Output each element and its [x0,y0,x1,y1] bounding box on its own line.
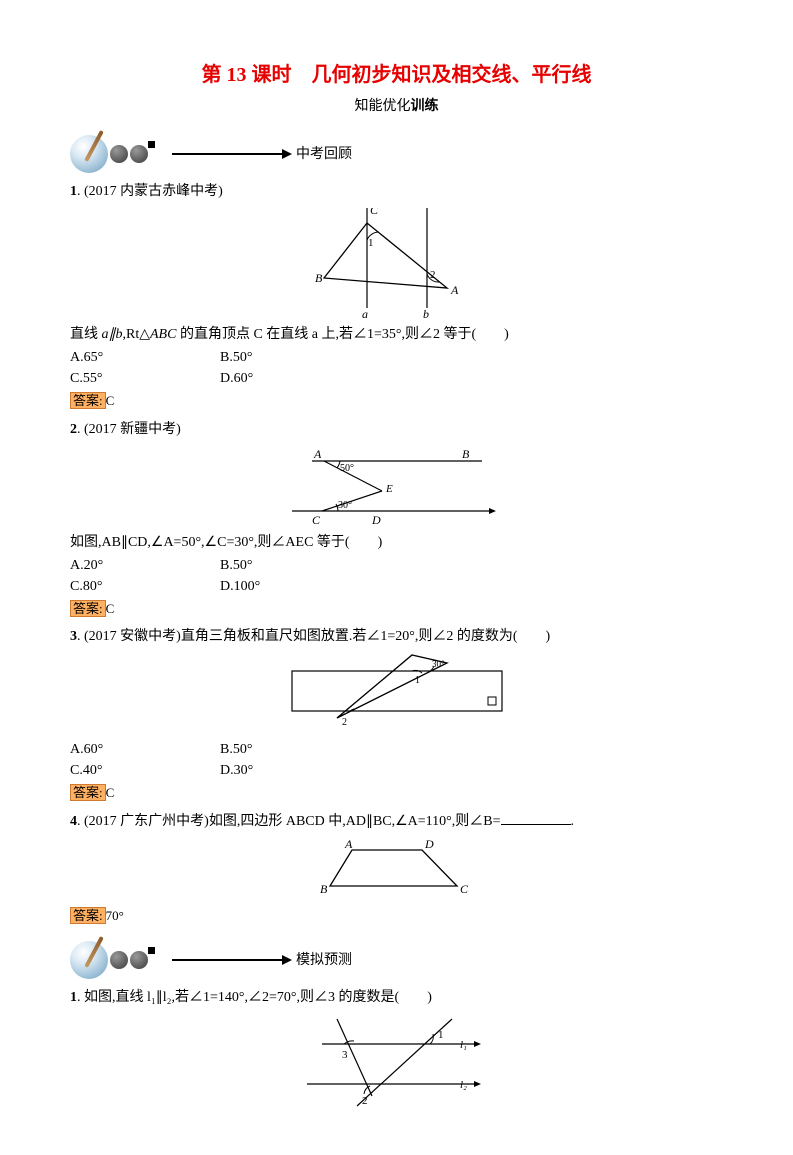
svg-text:C: C [460,882,469,896]
q2-options2: C.80° D.100° [70,576,723,597]
q2-opt-d: D.100° [220,576,420,597]
q1-opt-c: C.55° [70,368,220,389]
blank [501,811,571,825]
q2-num: 2 [70,422,77,437]
decor-dots [110,145,148,163]
answer-label: 答案: [70,392,106,409]
q4-source: (2017 广东广州中考) [84,814,209,829]
q3-opt-a: A.60° [70,739,220,760]
brush-icon [70,941,108,979]
section-bar-review: 中考回顾 [70,135,723,173]
brush-icon [70,135,108,173]
p1-stem: 如图,直线 l₁∥l₂,若∠1=140°,∠2=70°,则∠3 的度数是( ) [84,990,432,1005]
q1-num: 1 [70,184,77,199]
q2-opt-a: A.20° [70,555,220,576]
section-label: 模拟预测 [296,950,352,971]
q1-figure: C 1 B 2 A a b [70,208,723,318]
q2-answer-val: C [106,601,115,616]
q4-num: 4 [70,814,77,829]
svg-text:3: 3 [342,1049,348,1061]
question-1: 1. (2017 内蒙古赤峰中考) [70,181,723,202]
q3-answer-val: C [106,785,115,800]
q3-num: 3 [70,629,77,644]
q3-opt-b: B.50° [220,739,420,760]
svg-text:1: 1 [438,1029,444,1041]
q4-figure: A D B C [70,838,723,898]
section-label: 中考回顾 [296,144,352,165]
subtitle-light: 知能优化 [355,99,411,114]
svg-text:b: b [423,307,429,318]
answer-label: 答案: [70,600,106,617]
q2-opt-c: C.80° [70,576,220,597]
arrow-icon [282,955,292,965]
q3-options2: C.40° D.30° [70,760,723,781]
q3-source: (2017 安徽中考) [84,629,181,644]
q1-stem: 直线 a∥b,Rt△ABC 的直角顶点 C 在直线 a 上,若∠1=35°,则∠… [70,324,723,345]
page-subtitle: 知能优化训练 [70,96,723,117]
svg-text:2: 2 [342,717,347,728]
q1-source: (2017 内蒙古赤峰中考) [84,184,223,199]
q1-options2: C.55° D.60° [70,368,723,389]
answer-label: 答案: [70,784,106,801]
q3-figure: 1 30° 2 [70,653,723,733]
q3-options: A.60° B.50° [70,739,723,760]
q2-stem: 如图,AB∥CD,∠A=50°,∠C=30°,则∠AEC 等于( ) [70,532,723,553]
decor-dots [110,951,148,969]
subtitle-bold: 训练 [411,99,439,114]
svg-text:D: D [424,838,434,851]
q1-answer-val: C [106,393,115,408]
q2-source: (2017 新疆中考) [84,422,181,437]
q1-opt-a: A.65° [70,347,220,368]
arrow-icon [282,149,292,159]
q1-answer: 答案:C [70,391,114,411]
svg-text:50°: 50° [340,463,354,474]
p1-figure: 1 l₁ 3 2 l₂ [70,1014,723,1109]
svg-text:B: B [315,271,323,285]
svg-text:A: A [344,838,353,851]
svg-text:B: B [320,882,328,896]
q2-figure: A 50° B E C 30° D [70,446,723,526]
q3-opt-c: C.40° [70,760,220,781]
predict-1: 1. 如图,直线 l₁∥l₂,若∠1=140°,∠2=70°,则∠3 的度数是(… [70,987,723,1008]
svg-text:2: 2 [362,1095,368,1107]
decor-line [172,153,282,155]
svg-text:E: E [385,483,393,495]
answer-label: 答案: [70,907,106,924]
svg-text:D: D [371,513,381,526]
q1-opt-d: D.60° [220,368,420,389]
decor-line [172,959,282,961]
svg-text:30°: 30° [432,659,445,669]
question-4: 4. (2017 广东广州中考)如图,四边形 ABCD 中,AD∥BC,∠A=1… [70,811,723,832]
q4-answer-val: 70° [106,908,124,923]
svg-text:l₁: l₁ [460,1039,467,1051]
svg-text:C: C [370,208,379,217]
q2-answer: 答案:C [70,599,114,619]
q2-opt-b: B.50° [220,555,420,576]
p1-num: 1 [70,990,77,1005]
svg-text:2: 2 [430,269,436,281]
q1-options: A.65° B.50° [70,347,723,368]
svg-text:l₂: l₂ [460,1079,467,1091]
svg-text:C: C [312,513,321,526]
q1-opt-b: B.50° [220,347,420,368]
q3-opt-d: D.30° [220,760,420,781]
svg-text:30°: 30° [338,500,352,511]
section-bar-predict: 模拟预测 [70,941,723,979]
q3-answer: 答案:C [70,783,114,803]
q4-answer: 答案:70° [70,906,124,926]
svg-text:A: A [450,283,459,297]
question-2: 2. (2017 新疆中考) [70,419,723,440]
svg-text:a: a [362,307,368,318]
q2-options: A.20° B.50° [70,555,723,576]
svg-text:A: A [313,447,322,461]
svg-text:1: 1 [415,675,420,686]
svg-text:B: B [462,447,470,461]
question-3: 3. (2017 安徽中考)直角三角板和直尺如图放置.若∠1=20°,则∠2 的… [70,626,723,647]
page-title: 第 13 课时 几何初步知识及相交线、平行线 [70,60,723,90]
svg-text:1: 1 [368,237,374,249]
